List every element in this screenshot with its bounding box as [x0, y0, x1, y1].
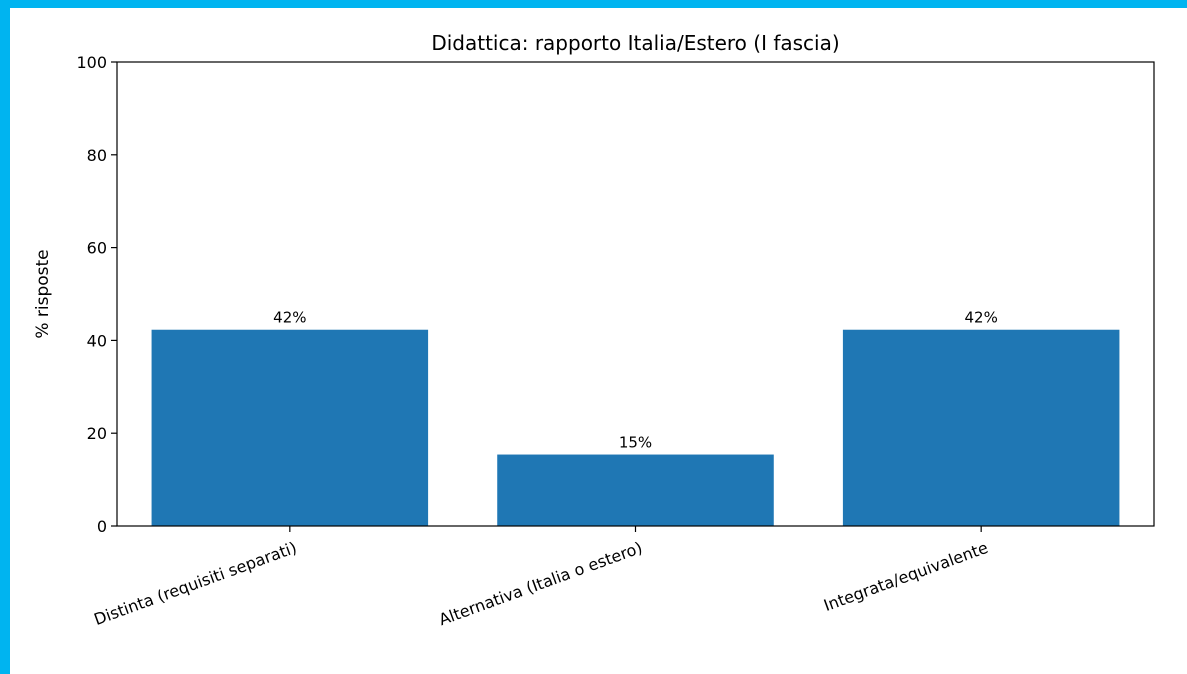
x-tick-label: Integrata/equivalente — [821, 538, 990, 615]
y-tick-label: 80 — [87, 146, 107, 165]
bar-value-label: 42% — [964, 309, 997, 327]
chart-frame: Didattica: rapporto Italia/Estero (I fas… — [10, 8, 1187, 674]
bar — [151, 329, 429, 526]
y-tick-label: 40 — [87, 331, 107, 350]
y-tick-label: 0 — [97, 517, 107, 536]
chart-title: Didattica: rapporto Italia/Estero (I fas… — [431, 31, 839, 55]
bar — [842, 329, 1120, 526]
x-tick-label: Distinta (requisiti separati) — [91, 538, 299, 629]
value-labels-group: 42% 15% 42% — [273, 309, 998, 452]
y-tick-label: 100 — [76, 53, 107, 72]
bar-value-label: 42% — [273, 309, 306, 327]
y-axis-title: % risposte — [33, 249, 53, 338]
bar-value-label: 15% — [619, 434, 652, 452]
y-tick-label: 20 — [87, 424, 107, 443]
plot-area-border — [116, 61, 1155, 527]
x-axis: Distinta (requisiti separati) Alternativa… — [91, 526, 991, 629]
bars-group — [151, 329, 1120, 526]
x-tick-label: Alternativa (Italia o estero) — [436, 538, 645, 629]
bar-chart: Didattica: rapporto Italia/Estero (I fas… — [33, 31, 1155, 629]
bar — [497, 454, 774, 526]
y-tick-label: 60 — [87, 239, 107, 258]
y-axis: 0 20 40 60 80 100 — [76, 53, 117, 536]
